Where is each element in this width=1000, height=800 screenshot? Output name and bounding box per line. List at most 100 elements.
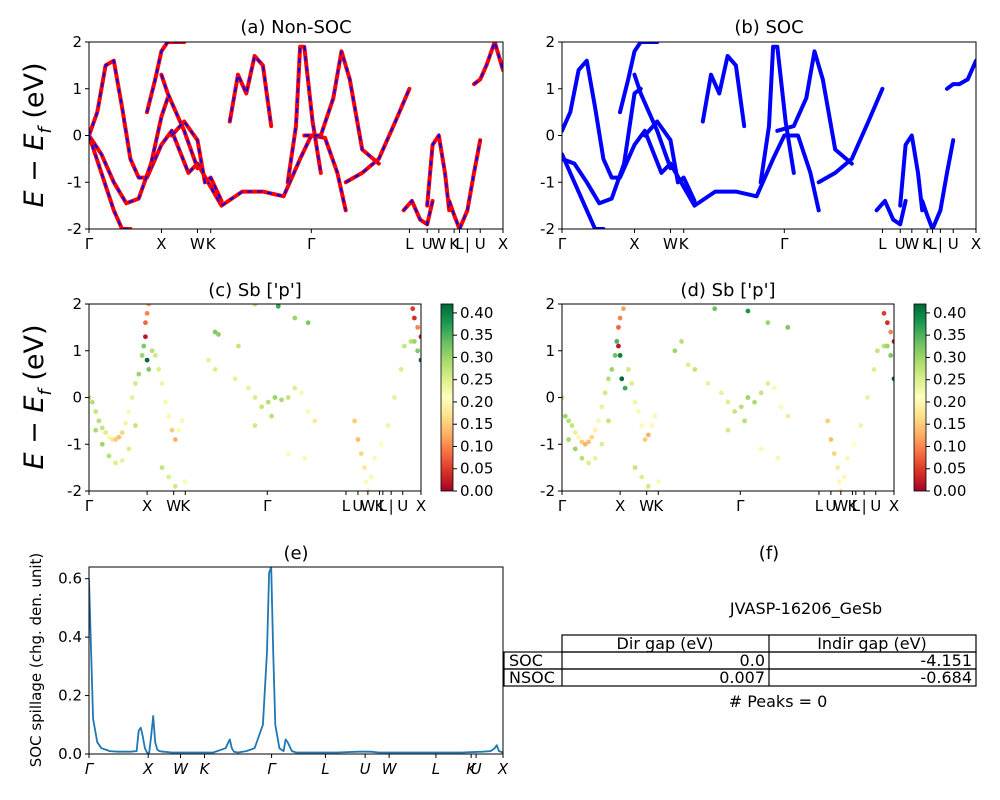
y-axis-label-energy-row1: E − Ef (eV) [19,63,56,208]
projection-point [586,460,591,466]
y-tick-label: 0.6 [58,570,82,588]
projection-point [752,399,757,405]
projection-point [572,430,578,435]
projection-point [871,367,877,372]
projection-point [599,404,605,410]
band-line-dashed [473,42,503,85]
projection-point [166,413,172,419]
projection-point [875,348,880,354]
panel-e-frame [88,566,504,755]
x-tick-label: K [466,760,477,778]
colorbar-tick-label: 0.25 [933,371,966,389]
projection-point [411,315,417,321]
projection-point [621,306,626,312]
x-tick-label: X [156,235,166,253]
band-line [227,54,274,129]
x-tick-label: Γ [558,235,567,253]
projection-point [285,395,291,400]
projection-point [765,320,771,326]
x-tick-label: | [862,497,867,515]
projection-point [252,395,258,400]
projection-point [182,479,188,485]
projection-point [838,488,844,491]
panel-c-colorbar-ticks: 0.00 0.05 0.10 0.15 0.20 0.25 0.30 0.35 0.40 [453,304,493,500]
projection-point [252,304,258,307]
band-line [285,44,323,185]
projection-point [725,427,731,433]
projection-point [679,339,684,344]
panel-a-title: (a) Non-SOC [240,17,351,38]
projection-point [236,343,241,349]
projection-point [146,304,152,307]
projection-point [156,367,162,372]
colorbar-tick-label: 0.05 [933,460,966,478]
y-tick-label: 0 [545,127,555,145]
x-tick-label: K [848,497,859,515]
colorbar-tick-label: 0.30 [460,348,493,366]
x-tick-label: L [342,497,351,515]
projection-point [725,399,731,405]
band-line [562,152,606,229]
projection-point [113,437,118,442]
x-tick-label: W [833,497,848,515]
projection-point [582,441,588,447]
projection-point [758,390,764,396]
y-axis-label-row1: E − Ef (eV) [19,63,56,208]
y-tick-label: 2 [72,33,82,51]
projection-point [312,418,318,424]
projection-point [622,385,628,391]
y-tick-label: 2 [72,295,82,313]
projection-point [106,434,112,440]
panel-f: (f) JVASP-16206_GeSb Dir gap (eV) Indir … [503,543,977,711]
projection-point [614,339,620,344]
projection-point [865,395,870,400]
projection-point [836,479,842,485]
x-tick-label: X [629,235,639,253]
band-line [874,198,908,227]
gap-table-cell: 0.007 [719,668,765,687]
y-tick-label: 1 [545,342,555,360]
x-tick-label: U [422,235,433,253]
y-tick-label: -1 [540,173,555,191]
projection-point [179,418,185,424]
projection-point [372,455,377,461]
projection-point [772,385,777,391]
projection-point [635,409,641,414]
projection-point [172,483,178,489]
projection-point [119,430,125,435]
x-tick-label: X [889,497,899,515]
band-line-dashed [402,199,434,226]
projection-point [139,353,145,358]
projection-point [732,409,738,414]
x-tick-label: U [397,497,408,515]
x-tick-label: K [449,235,460,253]
projection-point [352,418,357,424]
x-tick-label: X [971,235,981,253]
x-tick-label: X [498,235,508,253]
projection-point [172,437,178,442]
projection-point [592,427,598,433]
y-tick-label: -1 [67,173,82,191]
x-tick-label: W [190,235,205,253]
gap-table-cell: 0.0 [740,651,765,670]
projection-point [718,390,724,396]
material-id: JVASP-16206_GeSb [729,599,882,619]
projection-point [825,418,830,424]
projection-point [655,479,661,485]
projection-point [616,324,621,330]
projection-point [109,437,115,442]
projection-point [841,474,847,480]
projection-point [275,304,281,309]
x-tick-label: K [679,235,690,253]
band-line [898,133,925,213]
x-tick-label: L [878,235,887,253]
projection-point [89,395,92,400]
projection-point [778,404,784,410]
projection-point [368,474,374,480]
y-tick-label: 0.0 [58,745,82,763]
x-tick-label: U [825,497,836,515]
